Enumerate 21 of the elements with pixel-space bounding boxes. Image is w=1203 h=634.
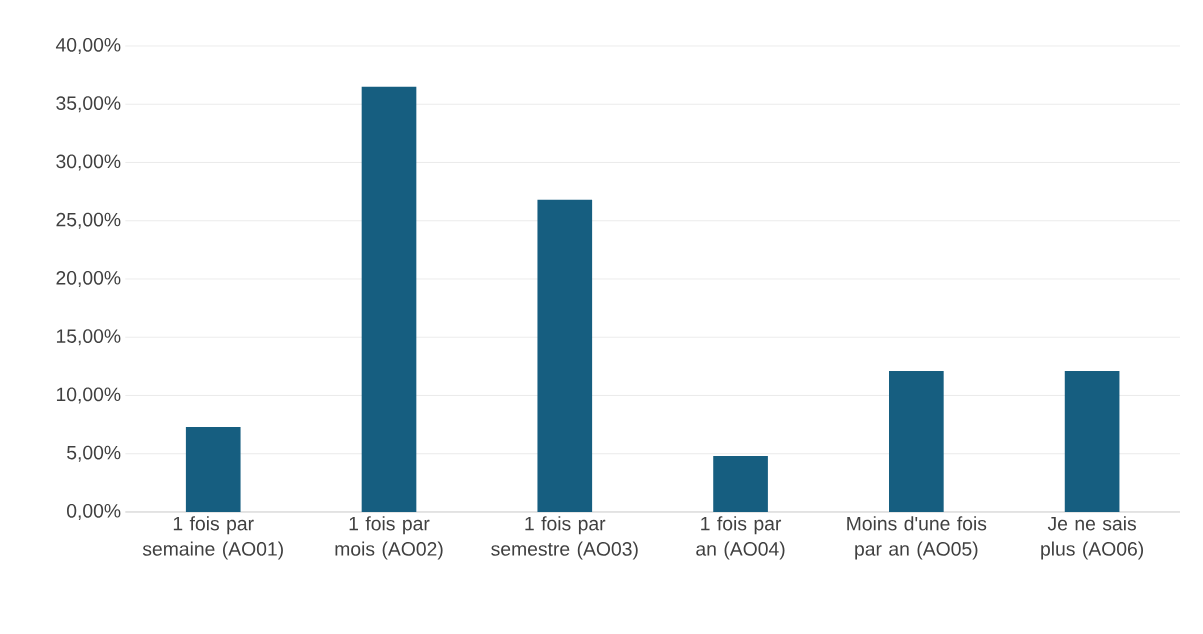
y-tick-label: 30,00% [56,154,121,171]
x-tick-label: 1 fois par mois (AO02) [335,516,443,560]
bar [889,371,944,512]
y-tick-label: 15,00% [56,329,121,346]
y-tick-label: 25,00% [56,212,121,229]
x-tick-label: 1 fois par an (AO04) [696,516,785,560]
y-tick-label: 35,00% [56,96,121,113]
bar [537,199,593,512]
y-tick-label: 40,00% [55,37,121,54]
bar [185,426,241,512]
y-tick-label: 5,00% [67,445,121,462]
x-tick-label: 1 fois par semestre (AO03) [491,516,638,560]
y-tick-label: 10,00% [56,387,121,404]
bar [361,86,417,512]
x-tick-label: Je ne sais plus (AO06) [1041,516,1144,560]
bar [1064,371,1120,512]
x-tick-label: 1 fois par semaine (AO01) [142,516,283,560]
y-tick-label: 20,00% [56,270,121,287]
x-tick-label: Moins d'une fois par an (AO05) [847,516,987,560]
y-tick-label: 0,00% [67,503,121,520]
bar [713,456,768,512]
